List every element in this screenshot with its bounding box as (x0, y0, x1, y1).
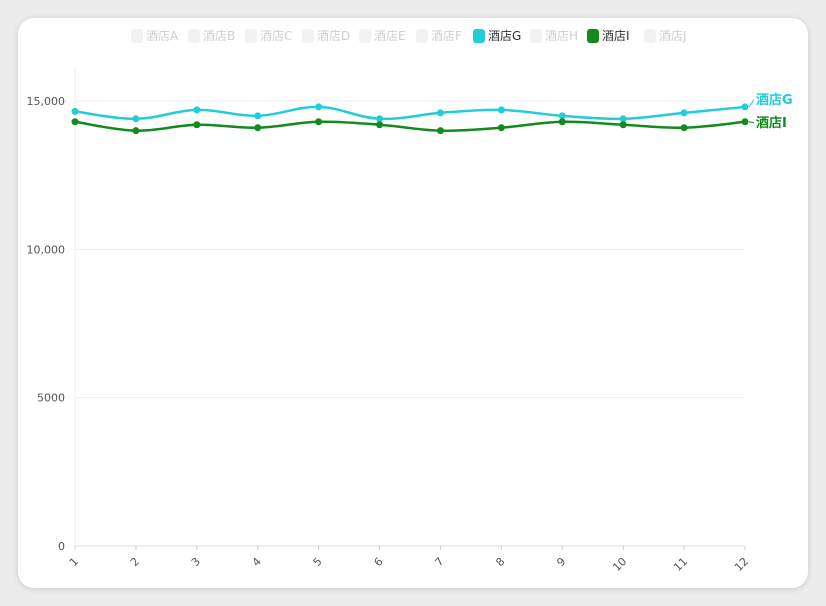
series-1-point[interactable] (254, 112, 262, 120)
legend-item[interactable]: 酒店A (131, 29, 179, 43)
legend-item[interactable]: 酒店I (587, 29, 630, 43)
legend-swatch (131, 29, 143, 43)
series-2-point[interactable] (497, 124, 505, 132)
legend-item[interactable]: 酒店B (188, 29, 235, 43)
series-1-label-connector (748, 99, 755, 108)
legend-swatch (644, 29, 656, 43)
series-2-point[interactable] (619, 121, 627, 129)
legend-label: 酒店H (545, 29, 578, 43)
series-2 (71, 118, 749, 135)
series-2-label-connector (748, 121, 755, 124)
y-tick-label: 10,000 (27, 243, 66, 256)
legend-swatch (302, 29, 314, 43)
grid-lines (75, 100, 745, 547)
legend-label: 酒店C (260, 29, 292, 43)
series-1-point[interactable] (315, 103, 323, 111)
y-tick-label: 5000 (37, 392, 65, 405)
x-tick-label: 4 (250, 555, 264, 569)
x-tick-label: 3 (189, 555, 203, 569)
x-tick-label: 7 (432, 555, 446, 569)
legend-item[interactable]: 酒店D (302, 29, 350, 43)
y-tick-label: 15,000 (27, 95, 66, 108)
legend-swatch (245, 29, 257, 43)
legend: 酒店A 酒店B 酒店C 酒店D 酒店E 酒店F 酒店G 酒店H 酒店I 酒店J (131, 29, 687, 43)
series-1-point[interactable] (193, 106, 201, 114)
legend-label: 酒店D (317, 29, 350, 43)
series-2-point[interactable] (376, 121, 384, 129)
legend-swatch (188, 29, 200, 43)
series-layer (71, 103, 749, 135)
chart-card: 酒店A 酒店B 酒店C 酒店D 酒店E 酒店F 酒店G 酒店H 酒店I 酒店J 0 5000 10,0… (18, 18, 808, 588)
series-1-point[interactable] (376, 115, 384, 123)
series-1-point[interactable] (741, 103, 749, 111)
series-2-point[interactable] (680, 124, 688, 132)
x-tick-label: 2 (128, 555, 142, 569)
line-chart: 酒店A 酒店B 酒店C 酒店D 酒店E 酒店F 酒店G 酒店H 酒店I 酒店J 0 5000 10,0… (27, 29, 793, 574)
legend-label: 酒店G (488, 29, 521, 43)
legend-label: 酒店E (374, 29, 406, 43)
x-tick-label: 9 (554, 555, 568, 569)
x-tick-label: 12 (732, 555, 751, 574)
x-tick-label: 6 (372, 555, 386, 569)
legend-item[interactable]: 酒店C (245, 29, 292, 43)
legend-label: 酒店F (431, 29, 462, 43)
x-tick-label: 5 (311, 555, 325, 569)
legend-item[interactable]: 酒店H (530, 29, 578, 43)
series-1-end-label: 酒店G (756, 92, 793, 108)
series-1-point[interactable] (680, 109, 688, 117)
series-2-point[interactable] (193, 121, 201, 129)
x-tick-label: 11 (671, 555, 690, 574)
x-tick-label: 10 (610, 555, 629, 574)
legend-label: 酒店I (602, 29, 630, 43)
end-labels: 酒店G 酒店I (748, 92, 793, 131)
series-2-point[interactable] (254, 124, 262, 132)
legend-item[interactable]: 酒店G (473, 29, 521, 43)
series-2-point[interactable] (132, 127, 140, 135)
series-2-line[interactable] (74, 120, 746, 133)
series-2-point[interactable] (741, 118, 749, 126)
series-1 (71, 103, 749, 123)
legend-swatch (530, 29, 542, 43)
series-1-point[interactable] (132, 115, 140, 123)
series-1-line[interactable] (74, 105, 746, 121)
series-1-point[interactable] (71, 107, 79, 115)
series-2-point[interactable] (558, 118, 566, 126)
legend-swatch (587, 29, 599, 43)
legend-swatch (473, 29, 485, 43)
legend-swatch (359, 29, 371, 43)
series-2-end-label: 酒店I (756, 115, 787, 131)
x-tick-label: 8 (493, 555, 507, 569)
series-2-point[interactable] (436, 127, 444, 135)
legend-item[interactable]: 酒店J (644, 29, 687, 43)
legend-item[interactable]: 酒店E (359, 29, 406, 43)
legend-label: 酒店B (203, 29, 235, 43)
series-1-point[interactable] (497, 106, 505, 114)
legend-item[interactable]: 酒店F (416, 29, 462, 43)
series-1-point[interactable] (558, 112, 566, 120)
legend-label: 酒店J (659, 29, 687, 43)
legend-swatch (416, 29, 428, 43)
series-2-point[interactable] (315, 118, 323, 126)
y-tick-label: 0 (58, 540, 65, 553)
series-1-point[interactable] (619, 115, 627, 123)
x-tick-label: 1 (67, 555, 81, 569)
series-2-point[interactable] (71, 118, 79, 126)
series-1-point[interactable] (436, 109, 444, 117)
legend-label: 酒店A (146, 29, 179, 43)
